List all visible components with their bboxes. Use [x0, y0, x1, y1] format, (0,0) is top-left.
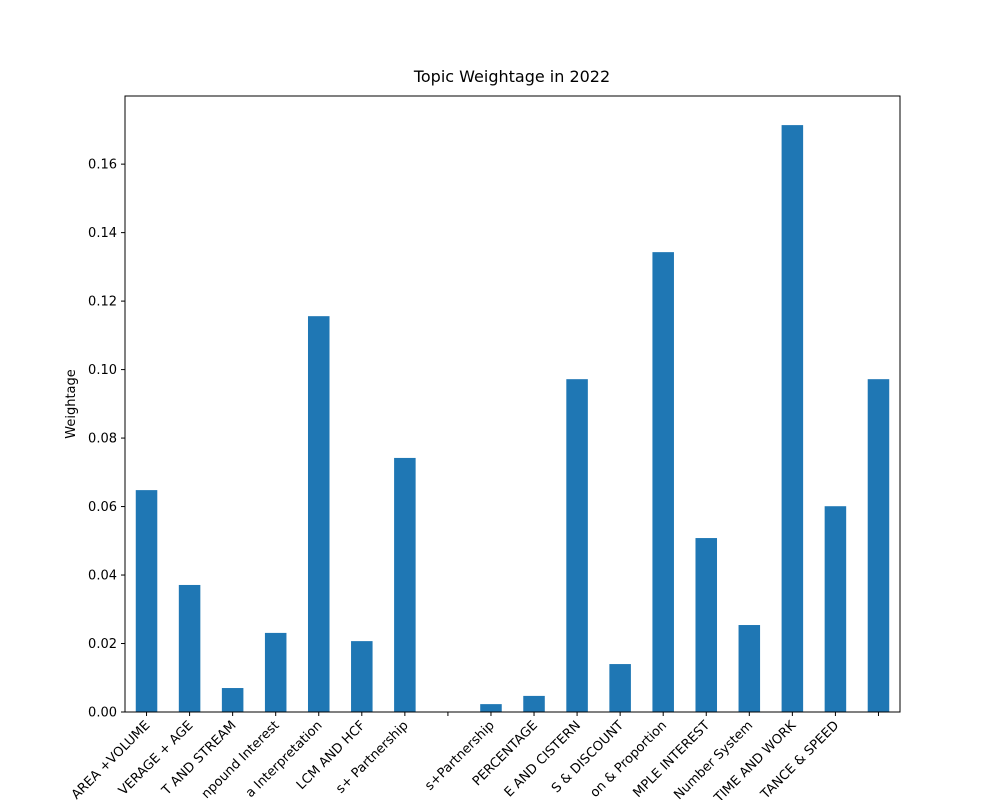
- bar: [307, 316, 330, 712]
- x-tick-label: VERAGE + AGE: [116, 718, 196, 798]
- bar: [394, 457, 416, 712]
- bar: [867, 379, 890, 712]
- x-tick-label: E AND CISTERN: [502, 718, 584, 800]
- x-tick-label: npound Interest: [199, 718, 283, 800]
- y-tick-label: 0.04: [88, 569, 117, 584]
- y-tick-label: 0.08: [88, 432, 117, 447]
- y-tick-label: 0.16: [88, 158, 117, 173]
- bar: [178, 584, 201, 712]
- bar: [738, 625, 761, 712]
- bar: [695, 538, 718, 712]
- bar: [566, 379, 588, 712]
- y-tick-label: 0.00: [88, 706, 117, 721]
- y-tick-label: 0.02: [88, 637, 117, 652]
- x-tick-label: on & Proportion: [588, 718, 670, 800]
- y-tick-label: 0.06: [88, 500, 117, 515]
- x-tick-label: TANCE & SPEED: [758, 718, 843, 800]
- bar: [351, 641, 373, 712]
- bar: [523, 695, 545, 712]
- plot-frame: [124, 95, 901, 713]
- y-tick-label: 0.10: [88, 363, 117, 378]
- x-tick-label: MPLE INTEREST: [630, 718, 713, 800]
- x-tick-label: T AND STREAM: [159, 718, 240, 799]
- bar: [135, 490, 158, 712]
- bar: [609, 664, 631, 712]
- bar: [781, 125, 804, 713]
- bar: [480, 704, 502, 712]
- y-axis-label: Weightage: [64, 369, 79, 439]
- chart-title: Topic Weightage in 2022: [413, 67, 610, 86]
- y-tick-label: 0.12: [88, 295, 117, 310]
- x-tick-label: a Interpretation: [243, 718, 326, 800]
- bar: [824, 506, 847, 712]
- x-tick-label: Number System: [671, 718, 756, 800]
- y-tick-label: 0.14: [88, 226, 117, 241]
- bar: [264, 632, 287, 712]
- bar: [221, 688, 244, 712]
- bar: [652, 252, 674, 712]
- x-tick-label: AREA +VOLUME: [69, 718, 153, 800]
